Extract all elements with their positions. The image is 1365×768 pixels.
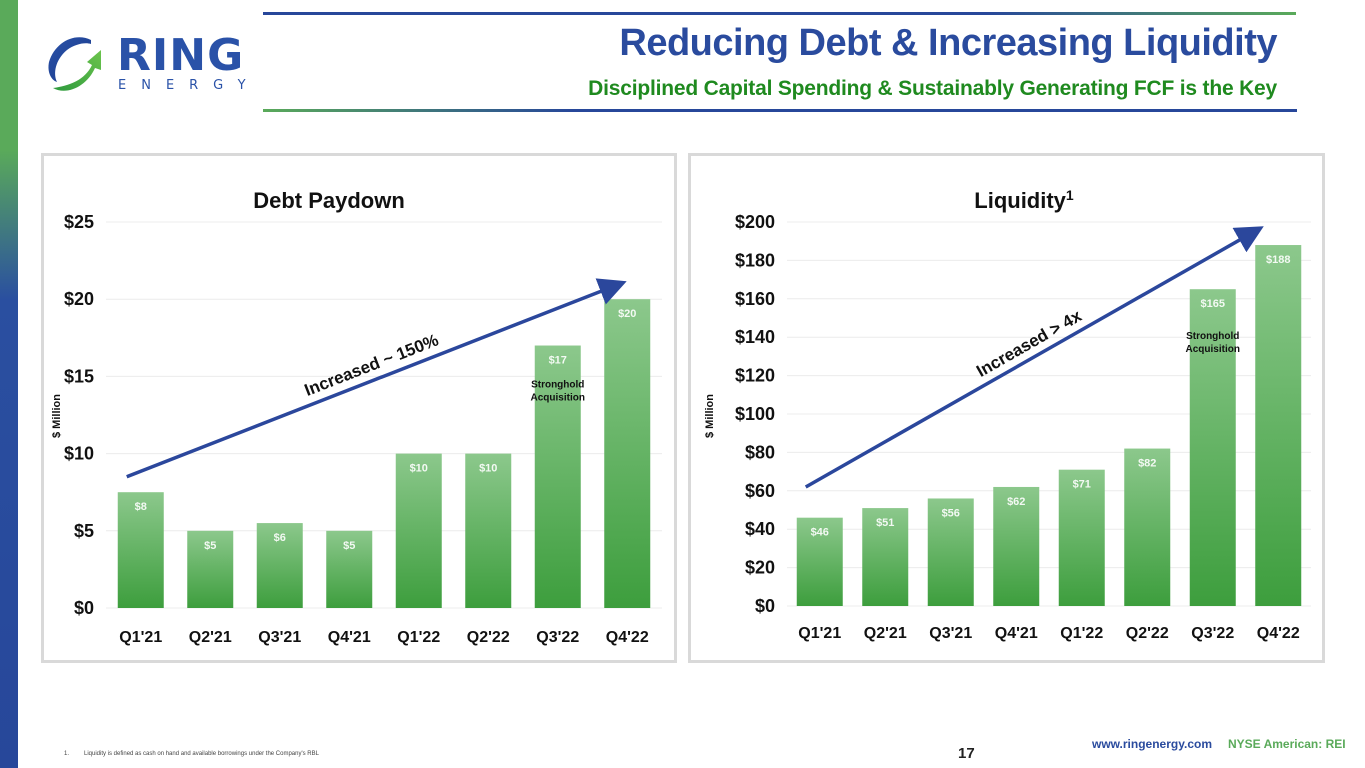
data-label: $5 — [204, 540, 216, 552]
y-axis-label: $ Million — [704, 394, 716, 438]
debt-paydown-panel: Debt Paydown $0 $5 $10 $15 $20 $25 $ Million $8 Q… — [41, 153, 677, 663]
y-tick-label: $15 — [64, 366, 94, 386]
x-tick-label: Q4'21 — [328, 629, 371, 646]
bar — [796, 517, 843, 606]
data-label: $62 — [1007, 496, 1025, 508]
data-label: $51 — [876, 517, 894, 529]
x-tick-label: Q4'22 — [606, 629, 649, 646]
bar — [534, 345, 581, 608]
annotation-text: Stronghold — [531, 380, 584, 391]
data-label: $10 — [479, 463, 497, 475]
data-label: $56 — [942, 507, 960, 519]
x-tick-label: Q2'21 — [189, 629, 232, 646]
y-tick-label: $0 — [755, 596, 775, 616]
y-tick-label: $25 — [64, 212, 94, 232]
data-label: $71 — [1073, 479, 1091, 491]
y-axis-label: $ Million — [51, 394, 63, 438]
liquidity-panel: Liquidity1 $0 $20 $40 $60 $80 $100 $120 $140 $160… — [688, 153, 1325, 663]
x-tick-label: Q4'22 — [1257, 625, 1300, 642]
bar — [993, 486, 1040, 606]
x-tick-label: Q3'22 — [1191, 625, 1234, 642]
website-link[interactable]: www.ringenergy.com — [1092, 737, 1213, 751]
y-tick-label: $160 — [735, 289, 775, 309]
trend-arrow — [804, 226, 1264, 489]
data-label: $8 — [135, 501, 147, 513]
bar — [862, 508, 909, 606]
footnote: 1. Liquidity is defined as cash on hand a… — [64, 751, 319, 757]
chart-title-text: Liquidity — [974, 188, 1066, 213]
x-tick-label: Q1'21 — [119, 629, 162, 646]
data-label: $82 — [1138, 458, 1156, 470]
y-tick-label: $0 — [74, 598, 94, 618]
x-tick-label: Q4'21 — [995, 625, 1038, 642]
data-label: $6 — [274, 532, 286, 544]
bar — [1189, 289, 1236, 606]
bar — [604, 299, 651, 608]
x-tick-label: Q1'21 — [798, 625, 841, 642]
bar — [395, 453, 442, 608]
y-tick-label: $100 — [735, 404, 775, 424]
left-accent-stripe — [0, 0, 18, 768]
logo-brand-text: RING — [117, 30, 245, 81]
bar — [256, 523, 303, 608]
bar — [1255, 245, 1302, 606]
data-label: $188 — [1266, 254, 1290, 266]
x-tick-label: Q3'22 — [536, 629, 579, 646]
bar — [465, 453, 512, 608]
footnote-text: Liquidity is defined as cash on hand and… — [84, 751, 319, 757]
x-tick-label: Q3'21 — [258, 629, 301, 646]
x-tick-label: Q2'22 — [467, 629, 510, 646]
annotation-text: Acquisition — [531, 393, 585, 404]
data-label: $165 — [1201, 298, 1225, 310]
bar — [927, 498, 974, 606]
liquidity-chart: Liquidity1 $0 $20 $40 $60 $80 $100 $120 $140 $160… — [704, 187, 1311, 642]
data-label: $17 — [549, 355, 567, 367]
y-tick-label: $40 — [745, 519, 775, 539]
trend-label: Increased ~ 150% — [302, 330, 441, 400]
page-subtitle: Disciplined Capital Spending & Sustainab… — [588, 77, 1277, 100]
logo-sub-text: ENERGY — [118, 78, 261, 93]
stock-ticker: NYSE American: REI — [1228, 737, 1346, 751]
y-tick-label: $180 — [735, 250, 775, 270]
annotation-text: Acquisition — [1186, 344, 1240, 355]
y-tick-label: $80 — [745, 442, 775, 462]
annotation-text: Stronghold — [1186, 331, 1239, 342]
y-tick-label: $120 — [735, 366, 775, 386]
chart-title-superscript: 1 — [1066, 187, 1074, 203]
data-label: $46 — [811, 527, 829, 539]
x-tick-label: Q1'22 — [397, 629, 440, 646]
y-tick-label: $20 — [64, 289, 94, 309]
trend-arrow — [126, 278, 627, 479]
bar — [326, 530, 373, 608]
x-tick-label: Q1'22 — [1060, 625, 1103, 642]
x-tick-label: Q3'21 — [929, 625, 972, 642]
header-rule-top — [263, 12, 1296, 15]
data-label: $10 — [410, 463, 428, 475]
chart-title: Debt Paydown — [253, 188, 405, 213]
chart-title: Liquidity1 — [974, 187, 1074, 213]
y-tick-label: $20 — [745, 558, 775, 578]
page-title: Reducing Debt & Increasing Liquidity — [619, 22, 1277, 64]
y-tick-label: $60 — [745, 481, 775, 501]
chart-title-text: Debt Paydown — [253, 188, 405, 213]
ring-swoosh-icon — [48, 37, 101, 91]
y-tick-label: $5 — [74, 521, 94, 541]
y-tick-label: $140 — [735, 327, 775, 347]
data-label: $5 — [343, 540, 355, 552]
x-tick-label: Q2'22 — [1126, 625, 1169, 642]
debt-paydown-chart: Debt Paydown $0 $5 $10 $15 $20 $25 $ Million $8 Q… — [51, 188, 662, 646]
bar — [117, 492, 164, 608]
footnote-number: 1. — [64, 751, 70, 757]
bar — [1058, 469, 1105, 606]
page-number: 17 — [958, 745, 975, 762]
bar — [1124, 448, 1171, 606]
data-label: $20 — [618, 308, 636, 320]
y-tick-label: $10 — [64, 444, 94, 464]
trend-label: Increased > 4x — [973, 306, 1085, 381]
bar — [187, 530, 234, 608]
x-tick-label: Q2'21 — [864, 625, 907, 642]
ring-energy-logo: RING ENERGY — [45, 30, 246, 100]
header-rule-bottom — [263, 109, 1297, 112]
y-tick-label: $200 — [735, 212, 775, 232]
